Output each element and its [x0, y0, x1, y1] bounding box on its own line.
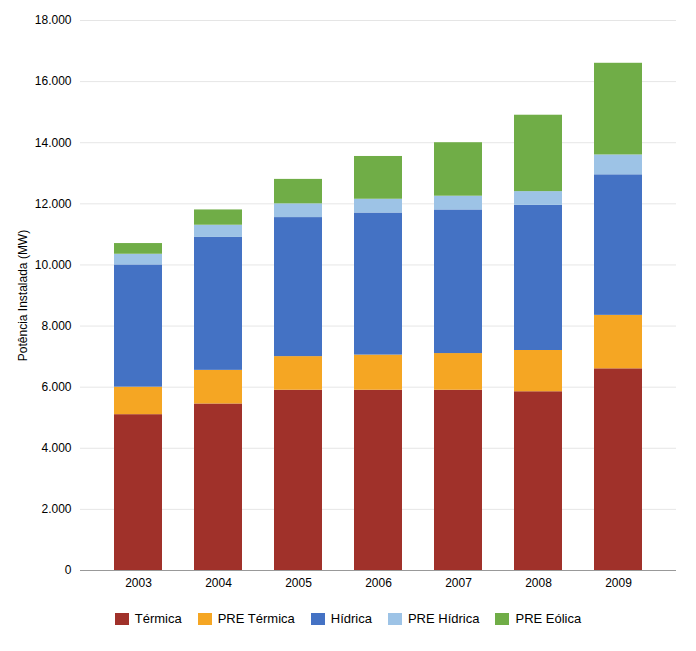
svg-text:4.000: 4.000 [41, 441, 71, 455]
svg-text:2004: 2004 [205, 576, 232, 590]
html-text:PRE Eólica: PRE Eólica [515, 611, 582, 626]
html-text:Hídrica: Hídrica [330, 611, 372, 626]
svg-text:18.000: 18.000 [35, 13, 72, 27]
html-text:PRE Térmica: PRE Térmica [217, 611, 295, 626]
svg-text:12.000: 12.000 [35, 197, 72, 211]
svg-text:2009: 2009 [605, 576, 632, 590]
svg-text:0: 0 [65, 563, 72, 577]
svg-text:10.000: 10.000 [35, 258, 72, 272]
svg-text:8.000: 8.000 [41, 319, 71, 333]
svg-text:2005: 2005 [285, 576, 312, 590]
svg-text:2003: 2003 [125, 576, 152, 590]
html-text:PRE Hídrica: PRE Hídrica [408, 611, 480, 626]
svg-text:Potência Instalada (MW): Potência Instalada (MW) [16, 230, 30, 361]
svg-text:16.000: 16.000 [35, 74, 72, 88]
html-text:Térmica: Térmica [134, 611, 182, 626]
svg-text:2008: 2008 [525, 576, 552, 590]
svg-text:2006: 2006 [365, 576, 392, 590]
svg-text:2.000: 2.000 [41, 502, 71, 516]
svg-text:6.000: 6.000 [41, 380, 71, 394]
svg-text:2007: 2007 [445, 576, 472, 590]
svg-text:14.000: 14.000 [35, 136, 72, 150]
